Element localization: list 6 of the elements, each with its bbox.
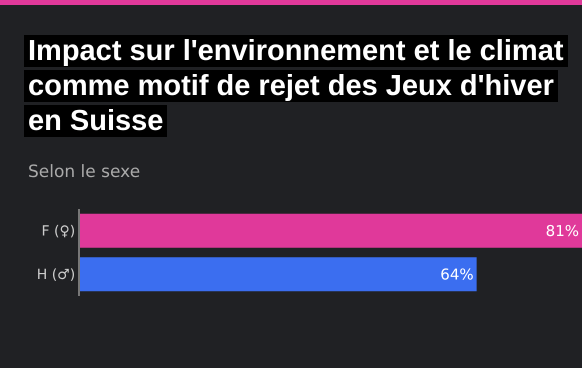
- y-tick-label: H (♂): [36, 267, 76, 284]
- chart-title: Impact sur l'environnement et le climat comme motif de rejet des Jeux d'hiver en Suisse: [24, 35, 568, 137]
- y-tick-label: F (♀): [42, 224, 76, 240]
- data-label: 81%: [546, 222, 579, 240]
- chart-subtitle: Selon le sexe: [28, 162, 140, 182]
- data-label: 64%: [440, 265, 474, 284]
